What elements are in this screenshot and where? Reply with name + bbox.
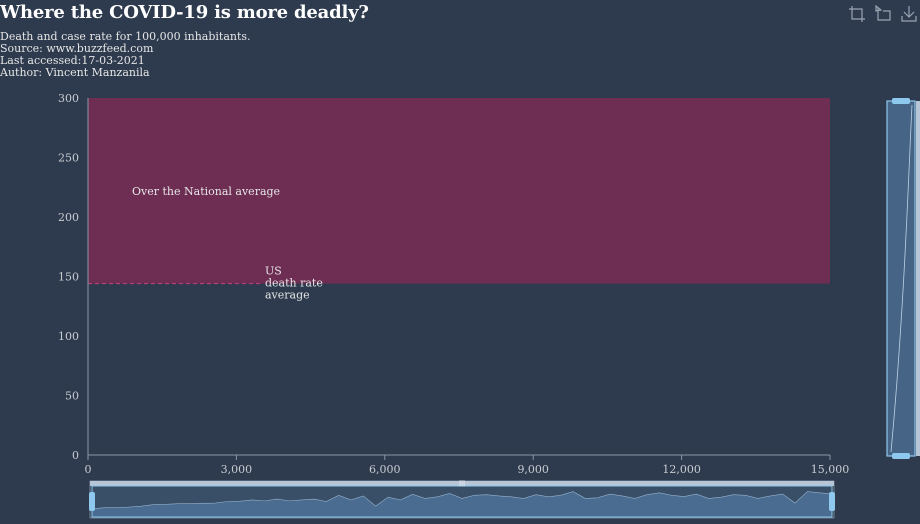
x-tick-label: 6,000: [369, 463, 401, 476]
x-tick-label: 9,000: [517, 463, 549, 476]
x-zoom-window[interactable]: [91, 485, 833, 518]
x-zoom-preview: [91, 491, 833, 518]
subtitle-line: Author: Vincent Manzanila: [0, 66, 150, 79]
x-zoom-move-handle[interactable]: [90, 481, 834, 486]
y-zoom-handle[interactable]: [892, 453, 910, 459]
chart-title: Where the COVID-19 is more deadly?: [0, 2, 369, 23]
y-tick-label: 100: [58, 330, 79, 343]
save-image-icon[interactable]: [900, 5, 918, 23]
y-zoom-preview: [890, 104, 913, 453]
toolbox: [840, 5, 920, 25]
y-tick-label: 300: [58, 92, 79, 105]
y-tick-label: 150: [58, 271, 79, 284]
subtitle-line: Source: www.buzzfeed.com: [0, 42, 154, 55]
x-zoom-handle[interactable]: [829, 492, 835, 511]
x-zoom-grip-icon: |||: [459, 480, 465, 487]
y-tick-label: 200: [58, 211, 79, 224]
subtitle-line: Last accessed:17-03-2021: [0, 54, 145, 67]
x-tick-label: 0: [85, 463, 92, 476]
y-tick-label: 50: [65, 390, 79, 403]
mark-line-label: death rate: [265, 277, 323, 290]
y-tick-label: 0: [72, 449, 79, 462]
x-tick-label: 15,000: [811, 463, 850, 476]
x-zoom-handle[interactable]: [89, 492, 95, 511]
chart-subtitle: Death and case rate for 100,000 inhabita…: [0, 31, 251, 79]
mark-line-label: US: [265, 265, 282, 278]
y-zoom-window[interactable]: [886, 100, 916, 457]
mark-area: [88, 98, 830, 284]
x-tick-label: 3,000: [221, 463, 253, 476]
mark-area-label: Over the National average: [132, 185, 280, 198]
zoom-reset-icon[interactable]: [874, 5, 892, 23]
x-tick-label: 12,000: [662, 463, 701, 476]
y-zoom-move-handle[interactable]: [916, 101, 920, 456]
subtitle-line: Death and case rate for 100,000 inhabita…: [0, 30, 251, 43]
y-zoom-handle[interactable]: [892, 98, 910, 104]
zoom-icon[interactable]: [848, 5, 866, 23]
y-tick-label: 250: [58, 152, 79, 165]
mark-line-label: average: [265, 289, 310, 302]
